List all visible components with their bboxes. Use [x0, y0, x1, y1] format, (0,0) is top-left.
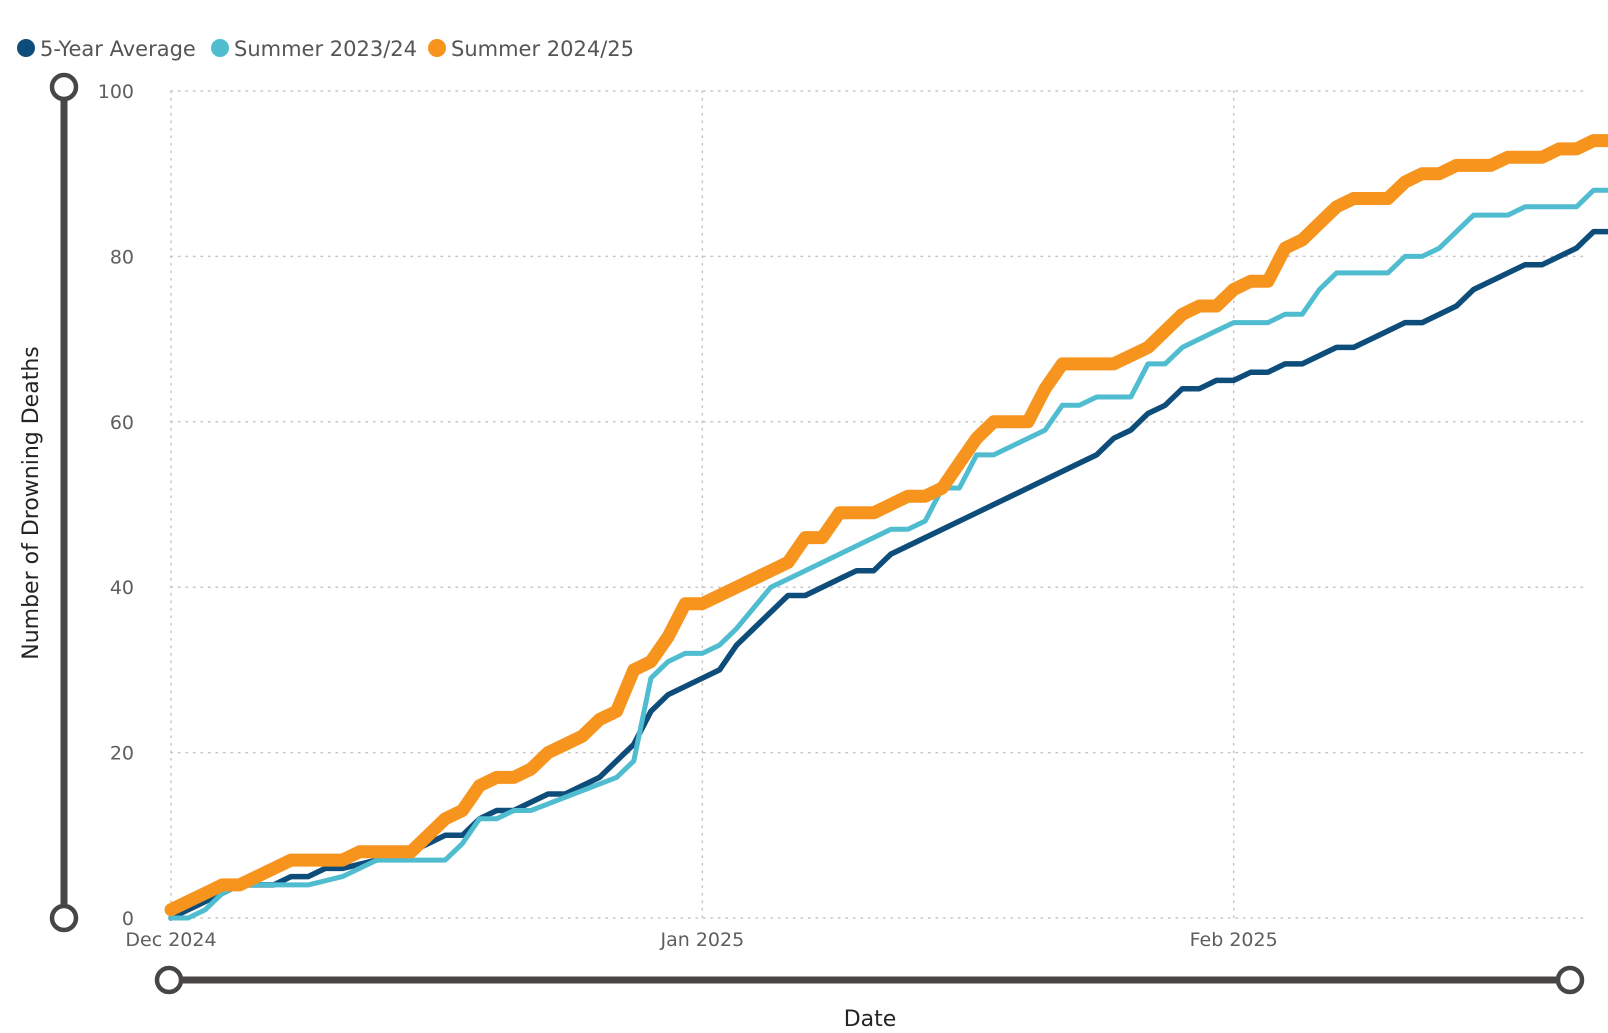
legend-marker-summer-2023-24 [211, 39, 229, 57]
y-axis-zoom-slider[interactable] [49, 72, 79, 933]
plot-area[interactable] [164, 116, 1608, 921]
gridlines [170, 90, 1586, 919]
x-axis-zoom-slider[interactable] [154, 965, 1585, 995]
legend-label-summer-2023-24[interactable]: Summer 2023/24 [234, 37, 417, 61]
series-line-summer-2023-24[interactable] [168, 141, 1608, 921]
legend[interactable]: 5-Year Average Summer 2023/24 Summer 202… [17, 37, 634, 61]
y-tick-label: 100 [98, 81, 134, 103]
legend-label-5-year-average[interactable]: 5-Year Average [40, 37, 196, 61]
x-axis-title: Date [844, 1007, 897, 1032]
x-slider-right-handle[interactable] [1555, 965, 1585, 995]
legend-marker-summer-2024-25 [428, 39, 446, 57]
x-axis-ticks: Dec 2024 Jan 2025 Feb 2025 [125, 929, 1277, 951]
legend-marker-5-year-average [17, 39, 35, 57]
x-tick-label: Feb 2025 [1190, 929, 1278, 951]
series-line-summer-2024-25[interactable] [164, 116, 1608, 917]
x-tick-label: Jan 2025 [659, 929, 744, 951]
y-axis-ticks: 0 20 40 60 80 100 [98, 81, 134, 930]
series-line-5-year-average[interactable] [168, 207, 1608, 921]
legend-label-summer-2024-25[interactable]: Summer 2024/25 [451, 37, 634, 61]
y-tick-label: 0 [122, 908, 134, 930]
y-slider-top-handle[interactable] [49, 72, 79, 102]
y-tick-label: 40 [110, 577, 134, 599]
y-tick-label: 80 [110, 246, 134, 268]
x-slider-left-handle[interactable] [154, 965, 184, 995]
x-tick-label: Dec 2024 [125, 929, 216, 951]
y-slider-bottom-handle[interactable] [49, 903, 79, 933]
y-axis-title: Number of Drowning Deaths [19, 346, 44, 659]
y-tick-label: 60 [110, 412, 134, 434]
y-tick-label: 20 [110, 743, 134, 765]
